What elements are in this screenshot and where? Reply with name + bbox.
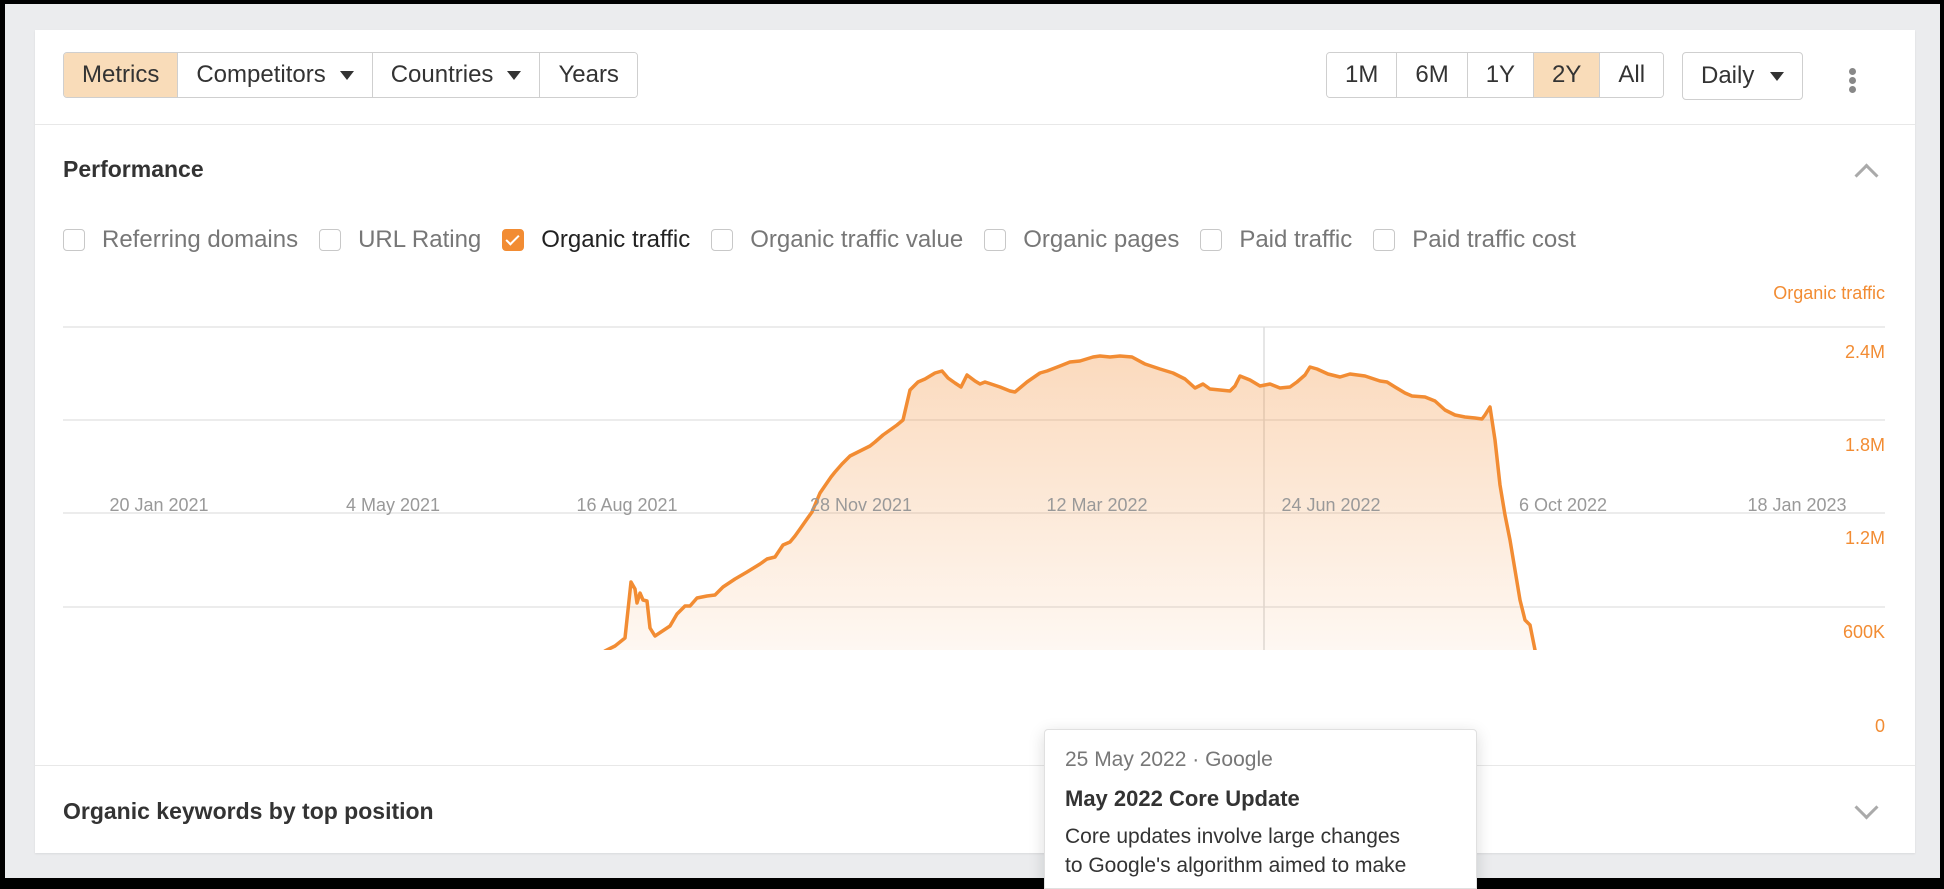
tab-metrics[interactable]: Metrics [64, 53, 178, 97]
metric-label: URL Rating [358, 226, 482, 253]
y-tick-600k: 600K [1842, 622, 1885, 642]
tooltip-body: Core updates involve large changes to Go… [1065, 822, 1456, 880]
checkbox[interactable] [984, 229, 1007, 251]
y-axis-title: Organic traffic [1773, 283, 1885, 303]
collapse-chevron-up-icon[interactable] [1854, 163, 1879, 188]
metric-label: Organic traffic [541, 226, 691, 253]
range-1y[interactable]: 1Y [1466, 53, 1534, 97]
y-tick-0: 0 [1874, 716, 1885, 736]
tab-years[interactable]: Years [539, 53, 637, 97]
metric-paid-traffic[interactable]: Paid traffic [1200, 226, 1352, 254]
range-1m[interactable]: 1M [1327, 53, 1397, 97]
metric-url-rating[interactable]: URL Rating [319, 226, 481, 254]
google-update-tooltip: 25 May 2022 · Google May 2022 Core Updat… [1044, 729, 1477, 889]
checkbox-checked[interactable] [502, 229, 525, 251]
interval-label: Daily [1701, 62, 1755, 89]
x-tick: 28 Nov 2021 [809, 495, 913, 515]
range-label: All [1618, 61, 1646, 88]
more-options-icon[interactable] [1847, 68, 1857, 96]
checkbox[interactable] [319, 229, 342, 251]
range-selector: 1M 6M 1Y 2Y All [1326, 52, 1665, 98]
tooltip-body-line: to Google's algorithm aimed to make [1065, 854, 1407, 877]
metric-label: Referring domains [102, 226, 299, 253]
x-tick: 20 Jan 2021 [109, 495, 209, 515]
view-tabs: Metrics Competitors Countries Years [63, 52, 638, 98]
x-tick: 4 May 2021 [345, 495, 441, 515]
x-tick: 16 Aug 2021 [576, 495, 678, 515]
keywords-section[interactable]: Organic keywords by top position [35, 765, 1915, 854]
keywords-section-title: Organic keywords by top position [63, 798, 434, 824]
x-tick: 24 Jun 2022 [1281, 495, 1381, 515]
competitors-dropdown[interactable]: Competitors [177, 53, 372, 97]
metric-organic-pages[interactable]: Organic pages [984, 226, 1179, 254]
range-2y[interactable]: 2Y [1533, 53, 1600, 97]
tab-label: Competitors [196, 61, 326, 88]
metric-referring-domains[interactable]: Referring domains [63, 226, 298, 254]
countries-dropdown[interactable]: Countries [371, 53, 540, 97]
checkbox[interactable] [711, 229, 734, 251]
metric-paid-traffic-cost[interactable]: Paid traffic cost [1373, 226, 1576, 254]
traffic-area [607, 356, 1535, 650]
tooltip-meta: 25 May 2022 · Google [1065, 748, 1273, 771]
range-6m[interactable]: 6M [1396, 53, 1467, 97]
range-label: 6M [1415, 61, 1449, 88]
metric-label: Paid traffic [1239, 226, 1353, 253]
interval-dropdown[interactable]: Daily [1682, 52, 1804, 100]
metric-organic-traffic-value[interactable]: Organic traffic value [711, 226, 963, 254]
caret-down-icon [507, 70, 522, 80]
range-all[interactable]: All [1599, 53, 1664, 97]
x-tick: 18 Jan 2023 [1747, 495, 1847, 515]
tab-label: Metrics [82, 61, 160, 88]
metric-organic-traffic[interactable]: Organic traffic [502, 226, 690, 254]
range-label: 1Y [1485, 61, 1516, 88]
range-label: 2Y [1552, 61, 1582, 88]
metric-label: Paid traffic cost [1412, 226, 1576, 253]
performance-title: Performance [63, 156, 204, 182]
metric-label: Organic pages [1023, 226, 1180, 253]
page-background: Metrics Competitors Countries Years 1M 6… [5, 4, 1940, 889]
checkbox[interactable] [1200, 229, 1223, 251]
traffic-line [603, 354, 1537, 650]
caret-down-icon [1770, 71, 1785, 81]
chart-toolbar: Metrics Competitors Countries Years 1M 6… [35, 30, 1915, 125]
caret-down-icon [339, 70, 354, 80]
checkbox[interactable] [1373, 229, 1396, 251]
range-label: 1M [1345, 61, 1379, 88]
y-tick-2.4m: 2.4M [1844, 342, 1885, 362]
metric-label: Organic traffic value [750, 226, 964, 253]
tooltip-title: May 2022 Core Update [1065, 786, 1300, 811]
y-tick-1.8m: 1.8M [1844, 435, 1885, 455]
chart-plot: GGGG GGGG GGGG GGGG GGGG GG [63, 326, 1885, 650]
tab-label: Years [558, 61, 619, 88]
overview-panel: Metrics Competitors Countries Years 1M 6… [35, 30, 1915, 853]
tab-label: Countries [390, 61, 494, 88]
x-tick: 12 Mar 2022 [1046, 495, 1148, 515]
organic-traffic-chart[interactable]: Organic traffic [35, 280, 1915, 736]
y-tick-1.2m: 1.2M [1844, 528, 1885, 548]
checkbox[interactable] [63, 229, 85, 251]
tooltip-body-line: Core updates involve large changes [1065, 825, 1401, 848]
metric-checkboxes: Referring domains URL Rating Organic tra… [63, 226, 1597, 254]
x-tick: 6 Oct 2022 [1518, 495, 1608, 515]
